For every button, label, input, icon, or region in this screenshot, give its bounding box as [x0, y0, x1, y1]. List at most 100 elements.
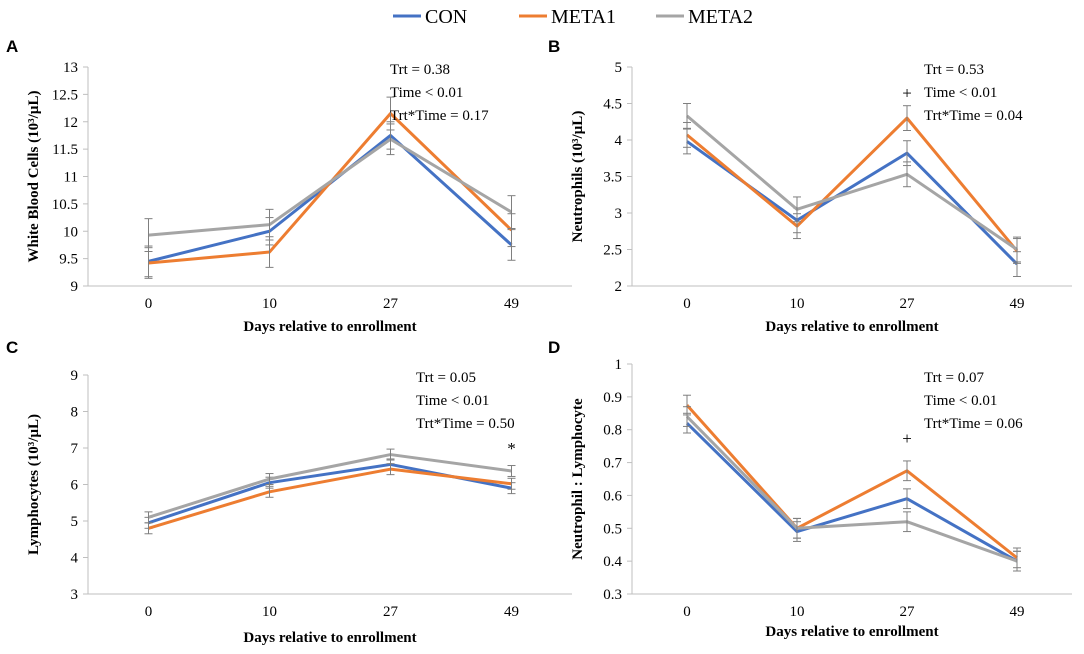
error-bar-meta1	[903, 460, 911, 482]
x-tick-label: 49	[1010, 296, 1025, 312]
y-tick-label: 7	[71, 441, 79, 457]
y-tick-label: 12.5	[52, 87, 78, 103]
series-line-meta1	[148, 112, 513, 265]
x-tick-label: 10	[790, 604, 805, 620]
x-tick-label: 27	[900, 604, 916, 620]
stats-text: Time < 0.01	[390, 85, 463, 101]
stats-text: Trt*Time = 0.50	[416, 416, 515, 432]
x-tick-label: 27	[383, 296, 399, 312]
y-tick-label: 0.3	[603, 587, 622, 603]
error-bar-meta2	[386, 123, 395, 156]
error-bar-meta2	[793, 196, 801, 223]
y-tick-label: 0.8	[603, 423, 622, 439]
panel-letter: B	[548, 37, 560, 56]
y-tick-label: 9.5	[59, 252, 78, 268]
legend: CON META1 META2	[393, 6, 753, 28]
y-tick-label: 11.5	[52, 142, 78, 158]
y-tick-label: 5	[615, 60, 623, 76]
y-tick-label: 10.5	[52, 197, 78, 213]
series-line-meta1	[686, 116, 1019, 252]
error-bar-meta2	[144, 218, 153, 253]
stats-text: Trt*Time = 0.04	[924, 108, 1023, 124]
error-bar-meta2	[265, 208, 274, 241]
series-line-con	[148, 133, 513, 263]
y-tick-label: 4	[615, 133, 623, 149]
panel-b: B 2 2.5 3 3.5 4 4.5 5 0 10 27 49 Days relative to en…	[548, 37, 1072, 335]
y-tick-label: 12	[63, 115, 78, 131]
stats-text: Trt = 0.38	[390, 62, 450, 78]
y-tick-label: 0.4	[603, 554, 622, 570]
significance-marker: +	[902, 429, 912, 448]
y-tick-label: 2	[615, 279, 623, 295]
series-line-meta2	[148, 453, 512, 519]
error-bar-meta2	[265, 473, 274, 485]
legend-label-con: CON	[425, 6, 467, 28]
error-bar-meta2	[683, 406, 691, 427]
y-tick-label: 11	[64, 170, 78, 186]
legend-label-meta1: META1	[551, 6, 616, 28]
panel-letter: A	[6, 37, 18, 56]
x-tick-label: 0	[683, 604, 691, 620]
error-bar-meta1	[903, 105, 911, 132]
series-line-con	[685, 422, 1018, 563]
significance-marker: +	[902, 84, 912, 103]
error-bar-meta2	[683, 103, 691, 129]
x-tick-label: 49	[1010, 604, 1025, 620]
panel-a: A 9 9.5 10 10.5 11 11.5 12 12.5 13 0 10 27 49 Days rel…	[6, 37, 572, 335]
error-bar-meta2	[903, 511, 911, 533]
x-tick-label: 0	[683, 296, 691, 312]
x-tick-label: 0	[145, 604, 153, 620]
error-bar-meta2	[386, 448, 395, 461]
y-tick-label: 13	[63, 60, 78, 76]
y-tick-label: 1	[615, 357, 623, 373]
series-line-meta1	[685, 404, 1018, 560]
error-bar-meta2	[1013, 550, 1021, 572]
x-tick-label: 27	[383, 604, 399, 620]
series-line-meta2	[148, 137, 513, 237]
x-tick-label: 10	[262, 296, 277, 312]
series-line-meta2	[685, 415, 1018, 563]
x-tick-label: 49	[504, 296, 519, 312]
stats-text: Trt = 0.05	[416, 370, 476, 386]
x-axis-title: Days relative to enrollment	[765, 624, 938, 640]
panel-c: C 3 4 5 6 7 8 9 0 10 27 49 Days relative to enrollme…	[6, 338, 572, 646]
y-tick-label: 4.5	[603, 97, 622, 113]
x-axis-title: Days relative to enrollment	[765, 319, 938, 335]
error-bar-meta2	[144, 511, 153, 524]
stats-text: Time < 0.01	[416, 393, 489, 409]
y-tick-label: 0.5	[603, 521, 622, 537]
y-tick-label: 0.6	[603, 488, 622, 504]
y-axis-title: Lymphocytes (10³/µL)	[26, 414, 42, 555]
y-axis-title: White Blood Cells (10³/µL)	[26, 91, 42, 263]
error-bar-meta2	[507, 465, 516, 477]
stats-text: Trt*Time = 0.06	[924, 416, 1023, 432]
stats-text: Time < 0.01	[924, 393, 997, 409]
y-tick-label: 9	[71, 368, 79, 384]
y-tick-label: 4	[71, 551, 79, 567]
y-axis-title: Neutrophils (10³/µL)	[570, 111, 586, 243]
y-tick-label: 3.5	[603, 170, 622, 186]
error-bar-con	[903, 488, 911, 510]
panel-letter: D	[548, 338, 560, 357]
y-tick-label: 10	[63, 224, 78, 240]
error-bar-meta1	[265, 485, 274, 498]
y-tick-label: 0.9	[603, 390, 622, 406]
x-tick-label: 27	[900, 296, 916, 312]
x-axis-title: Days relative to enrollment	[243, 319, 416, 335]
stats-text: Trt = 0.53	[924, 62, 984, 78]
y-tick-label: 9	[71, 279, 79, 295]
error-bar-meta2	[507, 195, 516, 230]
panel-letter: C	[6, 338, 18, 357]
y-tick-label: 8	[71, 405, 79, 421]
series-line-meta2	[686, 114, 1018, 251]
y-tick-label: 5	[71, 514, 79, 530]
error-bar-meta1	[507, 477, 516, 490]
x-tick-label: 0	[145, 296, 153, 312]
y-tick-label: 3	[615, 206, 623, 222]
y-tick-label: 0.7	[603, 456, 622, 472]
stats-text: Trt = 0.07	[924, 370, 985, 386]
series-line-con	[148, 462, 512, 525]
